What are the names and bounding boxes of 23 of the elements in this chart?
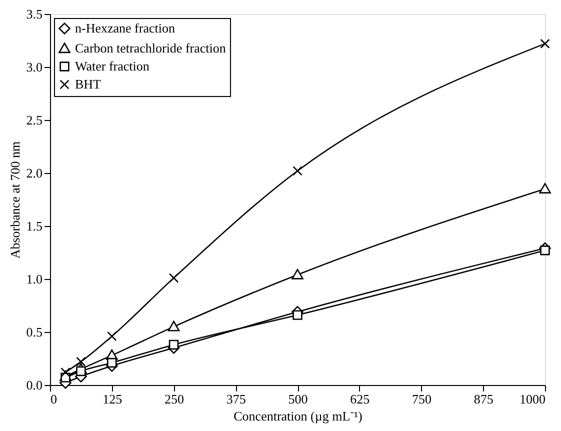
y-tick-label: 1.0: [26, 272, 42, 286]
legend-label: n-Hexzane fraction: [75, 20, 176, 36]
y-axis-title: Absorbance at 700 nm: [7, 141, 22, 259]
x-tick-label: 250: [164, 392, 184, 406]
y-tick-label: 0.5: [26, 324, 42, 340]
legend-label: BHT: [75, 76, 102, 92]
x-tick-label: 1000: [520, 392, 546, 406]
x-tick-label: 375: [226, 392, 246, 406]
legend-label: Carbon tetrachloride fraction: [75, 40, 226, 56]
legend-label: Water fraction: [75, 58, 150, 74]
x-tick-label: 0: [50, 392, 57, 406]
y-tick-label: 3.5: [26, 6, 42, 22]
x-tick-label: 750: [412, 392, 432, 406]
x-axis-title: Concentration (µg mL⁻¹): [234, 408, 362, 424]
x-tick-label: 500: [288, 392, 308, 406]
x-tick-label: 625: [350, 392, 370, 406]
x-tick-label: 125: [102, 392, 122, 406]
y-tick-label: 3.0: [26, 60, 42, 74]
x-tick-label: 875: [474, 392, 494, 406]
y-tick-label: 0.0: [26, 378, 42, 392]
y-tick-label: 2.5: [26, 112, 42, 128]
y-tick-label: 2.0: [26, 166, 42, 180]
y-tick-label: 1.5: [26, 218, 42, 234]
